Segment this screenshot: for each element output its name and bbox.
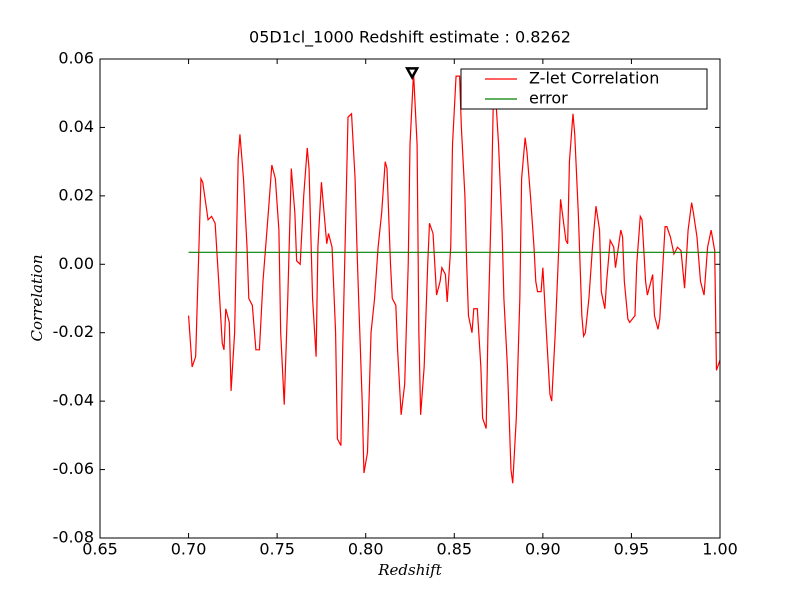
legend-box — [460, 68, 708, 110]
x-tick-label: 0.80 — [348, 540, 384, 559]
chart-title: 05D1cl_1000 Redshift estimate : 0.8262 — [249, 28, 571, 48]
legend-label: Z-let Correlation — [529, 69, 659, 88]
y-tick-label: 0.04 — [58, 117, 94, 136]
x-tick-label: 0.90 — [525, 540, 561, 559]
x-tick-label: 0.85 — [436, 540, 472, 559]
y-tick-label: 0.02 — [58, 185, 94, 204]
y-axis-label: Correlation — [28, 255, 46, 342]
y-tick-label: -0.02 — [53, 322, 94, 341]
x-axis-label: Redshift — [377, 561, 442, 579]
x-tick-label: 0.70 — [171, 540, 207, 559]
x-tick-label: 1.00 — [702, 540, 738, 559]
y-tick-label: 0.06 — [58, 49, 94, 68]
plot-frame — [99, 58, 721, 539]
y-tick-label: -0.08 — [53, 528, 94, 547]
x-tick-label: 0.95 — [614, 540, 650, 559]
series-line — [187, 72, 721, 484]
legend-label: error — [529, 89, 568, 108]
y-tick-label: -0.04 — [53, 391, 94, 410]
peak-marker — [405, 67, 420, 80]
y-tick-label: -0.06 — [53, 459, 94, 478]
x-tick-label: 0.65 — [82, 540, 118, 559]
y-tick-label: 0.00 — [58, 254, 94, 273]
x-tick-label: 0.75 — [259, 540, 295, 559]
